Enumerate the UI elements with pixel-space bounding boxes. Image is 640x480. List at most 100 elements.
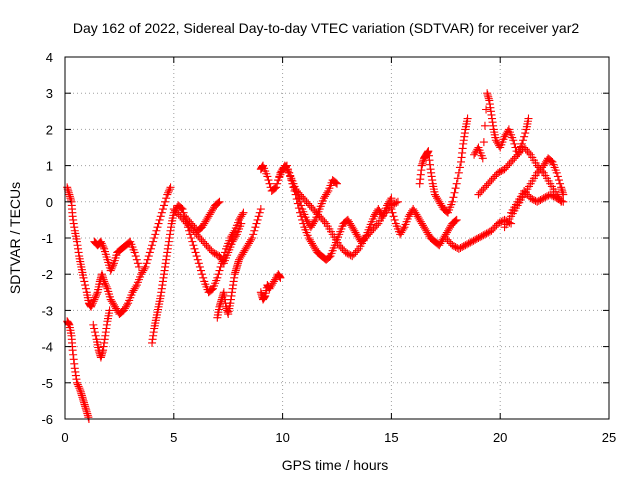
- data-point: [523, 190, 532, 199]
- data-point: [552, 194, 561, 203]
- data-point: [143, 255, 152, 264]
- data-point: [190, 244, 199, 253]
- data-point: [534, 196, 543, 205]
- data-point: [213, 273, 222, 282]
- data-point: [387, 194, 396, 203]
- data-point: [556, 195, 565, 204]
- data-point: [519, 136, 528, 145]
- data-point: [292, 186, 301, 195]
- data-point: [198, 270, 207, 279]
- data-point: [97, 239, 106, 248]
- data-point: [256, 205, 265, 214]
- data-point: [380, 208, 389, 217]
- data-point: [150, 234, 159, 242]
- data-point: [534, 167, 543, 176]
- data-point: [553, 172, 562, 181]
- data-point: [192, 252, 201, 261]
- data-point: [489, 174, 498, 183]
- data-point: [100, 277, 109, 286]
- data-point: [528, 195, 537, 204]
- data-point: [151, 230, 160, 239]
- x-axis-label: GPS time / hours: [282, 457, 389, 473]
- data-point: [177, 204, 186, 213]
- data-point: [507, 219, 516, 228]
- data-point: [130, 248, 139, 257]
- data-point: [449, 242, 458, 251]
- data-point: [263, 172, 272, 181]
- data-point: [454, 244, 463, 253]
- data-point: [297, 212, 306, 221]
- data-point: [477, 232, 486, 241]
- data-point: [523, 147, 532, 156]
- data-point: [251, 223, 260, 232]
- data-point: [511, 143, 520, 152]
- data-point: [320, 217, 329, 226]
- data-point: [197, 235, 206, 244]
- data-point: [452, 179, 461, 188]
- data-point: [298, 215, 307, 224]
- data-point: [469, 236, 478, 245]
- data-point: [386, 195, 395, 204]
- data-point: [364, 230, 373, 239]
- y-tick-label: -1: [41, 231, 53, 246]
- data-point: [250, 226, 259, 235]
- data-point: [315, 212, 324, 221]
- data-point: [162, 194, 171, 203]
- data-point: [490, 223, 499, 232]
- data-point: [182, 214, 191, 223]
- data-point: [166, 183, 175, 192]
- data-point: [484, 228, 493, 237]
- data-point: [264, 176, 273, 185]
- data-point: [100, 279, 109, 288]
- data-point: [521, 188, 530, 197]
- data-point: [72, 378, 81, 387]
- data-point: [187, 234, 196, 242]
- y-tick-label: -4: [41, 340, 53, 355]
- data-point: [171, 206, 180, 215]
- data-point: [351, 248, 360, 257]
- data-point: [191, 248, 200, 257]
- data-point: [183, 215, 192, 224]
- y-tick-label: -6: [41, 412, 53, 427]
- data-point: [195, 234, 204, 242]
- data-point: [253, 215, 262, 224]
- series-trace-a: [63, 183, 175, 319]
- data-point: [508, 156, 517, 165]
- data-point: [91, 293, 100, 302]
- data-point: [210, 249, 219, 258]
- data-point: [231, 232, 240, 241]
- data-point: [556, 179, 565, 188]
- data-point: [513, 150, 522, 159]
- data-point: [199, 237, 208, 246]
- x-tick-label: 15: [384, 430, 398, 445]
- data-point: [476, 233, 485, 242]
- data-point: [105, 306, 114, 315]
- data-point: [161, 197, 170, 206]
- data-point: [187, 219, 196, 228]
- data-point: [273, 179, 282, 188]
- data-point: [348, 252, 357, 261]
- data-point: [554, 176, 563, 185]
- data-point: [87, 302, 96, 311]
- data-point: [288, 179, 297, 188]
- data-point: [133, 259, 142, 268]
- data-point: [503, 161, 512, 170]
- data-point: [291, 185, 300, 194]
- data-point: [249, 230, 258, 239]
- data-point: [467, 237, 476, 246]
- data-point: [479, 138, 488, 147]
- data-point: [541, 193, 550, 202]
- data-point: [472, 234, 481, 243]
- data-point: [533, 168, 542, 177]
- data-point: [75, 384, 84, 393]
- series-trace-n: [415, 114, 472, 217]
- data-point: [318, 215, 327, 224]
- data-point: [131, 252, 140, 261]
- data-point: [510, 139, 519, 148]
- data-point: [552, 168, 561, 177]
- data-point: [272, 183, 281, 192]
- data-point: [448, 197, 457, 206]
- data-point: [152, 226, 161, 235]
- data-point: [156, 212, 165, 221]
- x-tick-label: 5: [170, 430, 177, 445]
